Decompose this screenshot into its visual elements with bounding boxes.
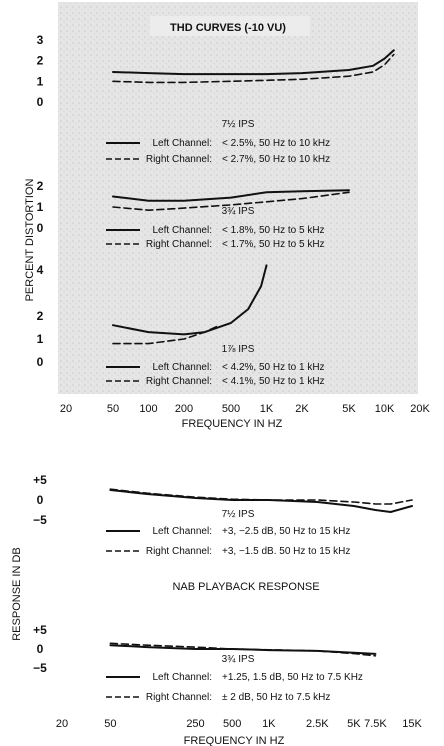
legend-series-name: Right Channel: bbox=[146, 546, 212, 557]
y-tick-label: 0 bbox=[37, 355, 44, 369]
thd-x-tick-labels: 20 50 100 200 500 1K 2K 5K 10K 20K bbox=[60, 403, 431, 415]
y-tick-label: 2 bbox=[37, 309, 44, 323]
y-tick-label: 0 bbox=[37, 642, 44, 656]
x-tick-label: 7.5K bbox=[364, 718, 387, 730]
x-tick-label: 250 bbox=[186, 718, 204, 730]
y-tick-label: 1 bbox=[37, 332, 44, 346]
y-tick-label: 1 bbox=[37, 74, 44, 88]
speed-label: 7½ IPS bbox=[222, 509, 255, 520]
y-tick-label: 3 bbox=[37, 33, 44, 47]
y-tick-label: 0 bbox=[37, 493, 44, 507]
x-tick-label: 2.5K bbox=[306, 718, 329, 730]
nab-x-tick-labels: 20 50 250 500 1K 2.5K 5K 7.5K 15K bbox=[56, 718, 423, 730]
y-tick-label: −5 bbox=[33, 513, 47, 527]
series-line-right-channel bbox=[109, 488, 413, 505]
series-line-right-channel bbox=[112, 324, 221, 345]
y-tick-label: −5 bbox=[33, 661, 47, 675]
legend-series-name: Left Channel: bbox=[153, 225, 213, 236]
series-line-left-channel bbox=[112, 49, 395, 76]
thd-shading bbox=[58, 2, 418, 394]
y-tick-label: 0 bbox=[37, 221, 44, 235]
y-tick-label: 2 bbox=[37, 54, 44, 68]
y-tick-label: +5 bbox=[33, 473, 47, 487]
y-tick-label: 2 bbox=[37, 179, 44, 193]
legend-series-name: Left Channel: bbox=[153, 138, 213, 149]
y-tick-label: 0 bbox=[37, 95, 44, 109]
x-tick-label: 15K bbox=[402, 718, 422, 730]
legend-spec: < 4.1%, 50 Hz to 1 kHz bbox=[222, 376, 325, 387]
series-line-left-channel bbox=[112, 264, 268, 336]
legend-series-name: Left Channel: bbox=[153, 362, 213, 373]
series-line-right-channel bbox=[112, 53, 395, 84]
thd-panels: 3 2 1 0 7½ IPS Left Channel: < 2.5%, 50 Hz to … bbox=[37, 33, 395, 387]
x-tick-label: 50 bbox=[107, 403, 119, 415]
thd-title-band bbox=[150, 16, 310, 36]
x-tick-label: 100 bbox=[139, 403, 157, 415]
x-tick-label: 20 bbox=[56, 718, 68, 730]
legend-spec: +1.25, 1.5 dB, 50 Hz to 7.5 KHz bbox=[222, 672, 363, 683]
y-tick-label: 1 bbox=[37, 200, 44, 214]
panel-3: 4 2 1 0 1⅞ IPS Left Channel: < 4.2%, 50 Hz to … bbox=[37, 263, 325, 387]
nab-x-axis-label: FREQUENCY IN HZ bbox=[184, 735, 285, 746]
thd-y-axis-label: PERCENT DISTORTION bbox=[24, 179, 36, 302]
x-tick-label: 2K bbox=[295, 403, 309, 415]
legend-series-name: Right Channel: bbox=[146, 154, 212, 165]
legend-spec: < 2.5%, 50 Hz to 10 kHz bbox=[222, 138, 330, 149]
x-tick-label: 1K bbox=[262, 718, 276, 730]
nab-title: NAB PLAYBACK RESPONSE bbox=[172, 581, 319, 593]
x-tick-label: 500 bbox=[223, 718, 241, 730]
panel-2: +5 0 −5 3¾ IPS Left Channel: +1.25, 1.5 dB, 5… bbox=[33, 623, 377, 703]
nab-y-axis-label: RESPONSE IN DB bbox=[11, 547, 23, 641]
nab-panels: +5 0 −5 7½ IPS Left Channel: +3, −2.5 dB, 50 … bbox=[33, 473, 413, 703]
panel-1: +5 0 −5 7½ IPS Left Channel: +3, −2.5 dB, 50 … bbox=[33, 473, 413, 557]
x-tick-label: 500 bbox=[222, 403, 240, 415]
x-tick-label: 200 bbox=[175, 403, 193, 415]
legend-spec: < 1.8%, 50 Hz to 5 kHz bbox=[222, 225, 325, 236]
legend-series-name: Right Channel: bbox=[146, 239, 212, 250]
x-tick-label: 20 bbox=[60, 403, 72, 415]
legend-spec: < 4.2%, 50 Hz to 1 kHz bbox=[222, 362, 325, 373]
y-tick-label: +5 bbox=[33, 623, 47, 637]
legend-spec: < 2.7%, 50 Hz to 10 kHz bbox=[222, 154, 330, 165]
thd-x-axis-label: FREQUENCY IN HZ bbox=[182, 418, 283, 430]
thd-title: THD CURVES (-10 VU) bbox=[170, 22, 286, 34]
panel-2: 2 1 0 3¾ IPS Left Channel: < 1.8%, 50 Hz to 5… bbox=[37, 179, 350, 250]
x-tick-label: 20K bbox=[410, 403, 430, 415]
series-line-right-channel bbox=[112, 191, 350, 211]
series-line-right-channel bbox=[109, 642, 377, 657]
legend-spec: +3, −1.5 dB. 50 Hz to 15 kHz bbox=[222, 546, 350, 557]
speed-label: 7½ IPS bbox=[222, 119, 255, 130]
legend-series-name: Right Channel: bbox=[146, 376, 212, 387]
y-tick-label: 4 bbox=[37, 263, 44, 277]
x-tick-label: 50 bbox=[104, 718, 116, 730]
legend-series-name: Right Channel: bbox=[146, 692, 212, 703]
x-tick-label: 5K bbox=[347, 718, 361, 730]
speed-label: 3¾ IPS bbox=[222, 206, 255, 217]
legend-spec: +3, −2.5 dB, 50 Hz to 15 kHz bbox=[222, 526, 350, 537]
series-line-left-channel bbox=[112, 189, 350, 202]
x-tick-label: 1K bbox=[260, 403, 274, 415]
speed-label: 1⅞ IPS bbox=[222, 344, 255, 355]
x-tick-label: 5K bbox=[342, 403, 356, 415]
speed-label: 3¾ IPS bbox=[222, 654, 255, 665]
x-tick-label: 10K bbox=[375, 403, 395, 415]
legend-series-name: Left Channel: bbox=[153, 526, 213, 537]
legend-spec: ± 2 dB, 50 Hz to 7.5 kHz bbox=[222, 692, 330, 703]
panel-1: 3 2 1 0 7½ IPS Left Channel: < 2.5%, 50 Hz to … bbox=[37, 33, 395, 165]
legend-series-name: Left Channel: bbox=[153, 672, 213, 683]
legend-spec: < 1.7%, 50 Hz to 5 kHz bbox=[222, 239, 325, 250]
